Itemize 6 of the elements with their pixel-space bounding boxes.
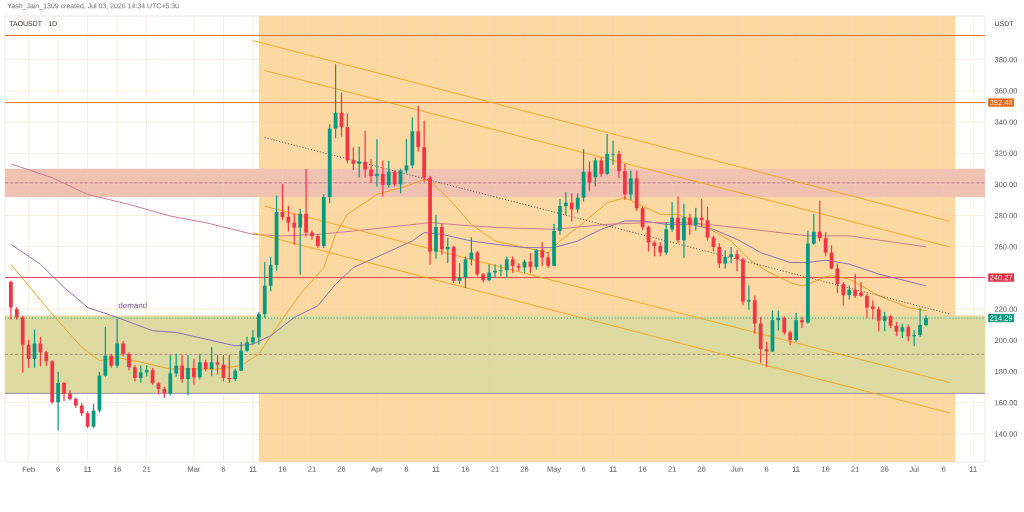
- candlestick: [870, 300, 875, 320]
- line-series: [10, 163, 927, 248]
- candlestick: [516, 263, 521, 271]
- candlestick: [351, 147, 356, 171]
- candlestick: [499, 264, 503, 277]
- candlestick: [900, 323, 905, 338]
